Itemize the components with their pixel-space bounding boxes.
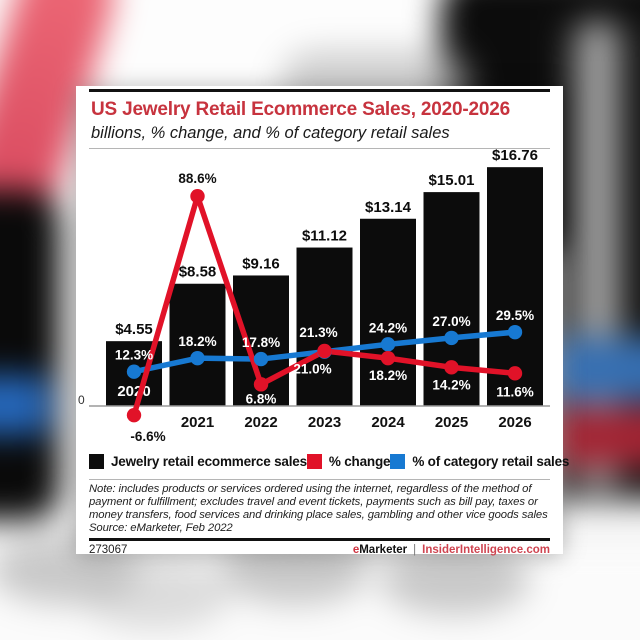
background-blue-band-right	[552, 338, 640, 400]
pct-change-point	[253, 377, 269, 392]
pct-change-label: -6.6%	[130, 429, 165, 444]
year-label-2024: 2024	[371, 414, 405, 431]
category-share-label: 24.2%	[369, 320, 407, 335]
top-rule	[89, 89, 550, 92]
bar-value-label: $16.76	[492, 147, 538, 164]
legend-label: % of category retail sales	[412, 453, 570, 469]
chart-note: Note: includes products or services orde…	[89, 483, 548, 522]
pct-change-label: 88.6%	[178, 171, 216, 186]
category-share-point	[126, 364, 142, 379]
category-share-point	[253, 351, 269, 367]
bar-value-label: $15.01	[429, 172, 475, 189]
chart-subtitle: billions, % change, and % of category re…	[91, 124, 450, 142]
combo-chart: $4.55 $8.58 $9.16 $11.12 $13.14 $15.01 $16.76 2…	[89, 147, 550, 444]
chart-source: Source: eMarketer, Feb 2022	[89, 522, 233, 535]
category-share-point	[190, 350, 205, 366]
legend-item-1: % change	[306, 453, 391, 469]
pct-change-label: 6.8%	[246, 391, 277, 406]
legend-item-2: % of category retail sales	[390, 453, 570, 469]
background-gray-blob	[80, 560, 230, 630]
pct-change-point	[190, 189, 205, 204]
year-label-2026: 2026	[498, 414, 531, 431]
header-divider	[89, 148, 550, 149]
insider-intelligence-link[interactable]: InsiderIntelligence.com	[422, 544, 550, 557]
category-share-point	[444, 330, 459, 346]
pct-change-point	[126, 407, 142, 423]
category-share-label: 27.0%	[432, 314, 470, 329]
legend-item-0: Jewelry retail ecommerce sales	[89, 453, 307, 469]
emarketer-logo: eMarketer	[352, 544, 408, 557]
bar-2023	[296, 247, 353, 406]
bottom-rule	[89, 538, 550, 542]
chart-legend: Jewelry retail ecommerce sales % change % …	[89, 451, 569, 471]
category-share-label: 17.8%	[242, 335, 280, 350]
pct-change-label: 11.6%	[496, 384, 534, 399]
bar-value-label: $8.58	[179, 264, 217, 281]
category-share-point	[380, 337, 396, 352]
pct-change-point	[507, 366, 523, 381]
category-share-label: 18.2%	[178, 334, 216, 349]
legend-swatch	[390, 453, 406, 469]
bar-value-label: $11.12	[302, 228, 347, 245]
year-label-2025: 2025	[435, 414, 468, 431]
bar-value-label: $13.14	[365, 199, 412, 216]
footer-divider: |	[413, 544, 417, 557]
pct-change-label: 14.2%	[432, 377, 470, 392]
pct-change-label: 21.3%	[299, 325, 337, 340]
chart-id: 273067	[89, 544, 128, 557]
pct-change-point	[317, 343, 332, 359]
legend-swatch	[89, 453, 104, 469]
chart-plot-area: 0 $4.55 $8.58 $9.16 $11.12 $13.14 $15.01 $16.7…	[78, 147, 550, 449]
bar-2024	[360, 218, 416, 406]
year-label-2021: 2021	[181, 414, 214, 431]
category-share-label: 21.0%	[293, 362, 331, 377]
chart-card: US Jewelry Retail Ecommerce Sales, 2020-…	[76, 86, 569, 556]
card-footer: 273067 eMarketer | InsiderIntelligence.c…	[89, 544, 550, 556]
bar-2021	[169, 283, 226, 406]
category-share-point	[507, 324, 523, 340]
year-label-2020: 2020	[117, 383, 150, 400]
background-gray-blob	[380, 545, 530, 615]
brand-group: eMarketer | InsiderIntelligence.com	[353, 544, 550, 556]
background-red-band-right	[552, 408, 640, 466]
legend-label: Jewelry retail ecommerce sales	[111, 453, 307, 469]
bar-value-label: $4.55	[115, 321, 153, 338]
pct-change-label: 18.2%	[369, 368, 407, 383]
year-label-2023: 2023	[308, 414, 341, 431]
legend-swatch	[306, 453, 322, 469]
chart-title: US Jewelry Retail Ecommerce Sales, 2020-…	[91, 99, 510, 120]
background-black-blob-left	[0, 190, 60, 520]
pct-change-point	[444, 360, 459, 375]
legend-divider	[89, 479, 550, 480]
y-axis-zero-label: 0	[78, 393, 85, 407]
year-label-2022: 2022	[244, 414, 277, 431]
pct-change-point	[380, 350, 396, 366]
legend-label: % change	[328, 453, 391, 469]
category-share-label: 12.3%	[115, 348, 153, 363]
bar-value-label: $9.16	[242, 255, 280, 272]
category-share-label: 29.5%	[496, 308, 534, 323]
background-blue-band-left	[0, 375, 50, 435]
